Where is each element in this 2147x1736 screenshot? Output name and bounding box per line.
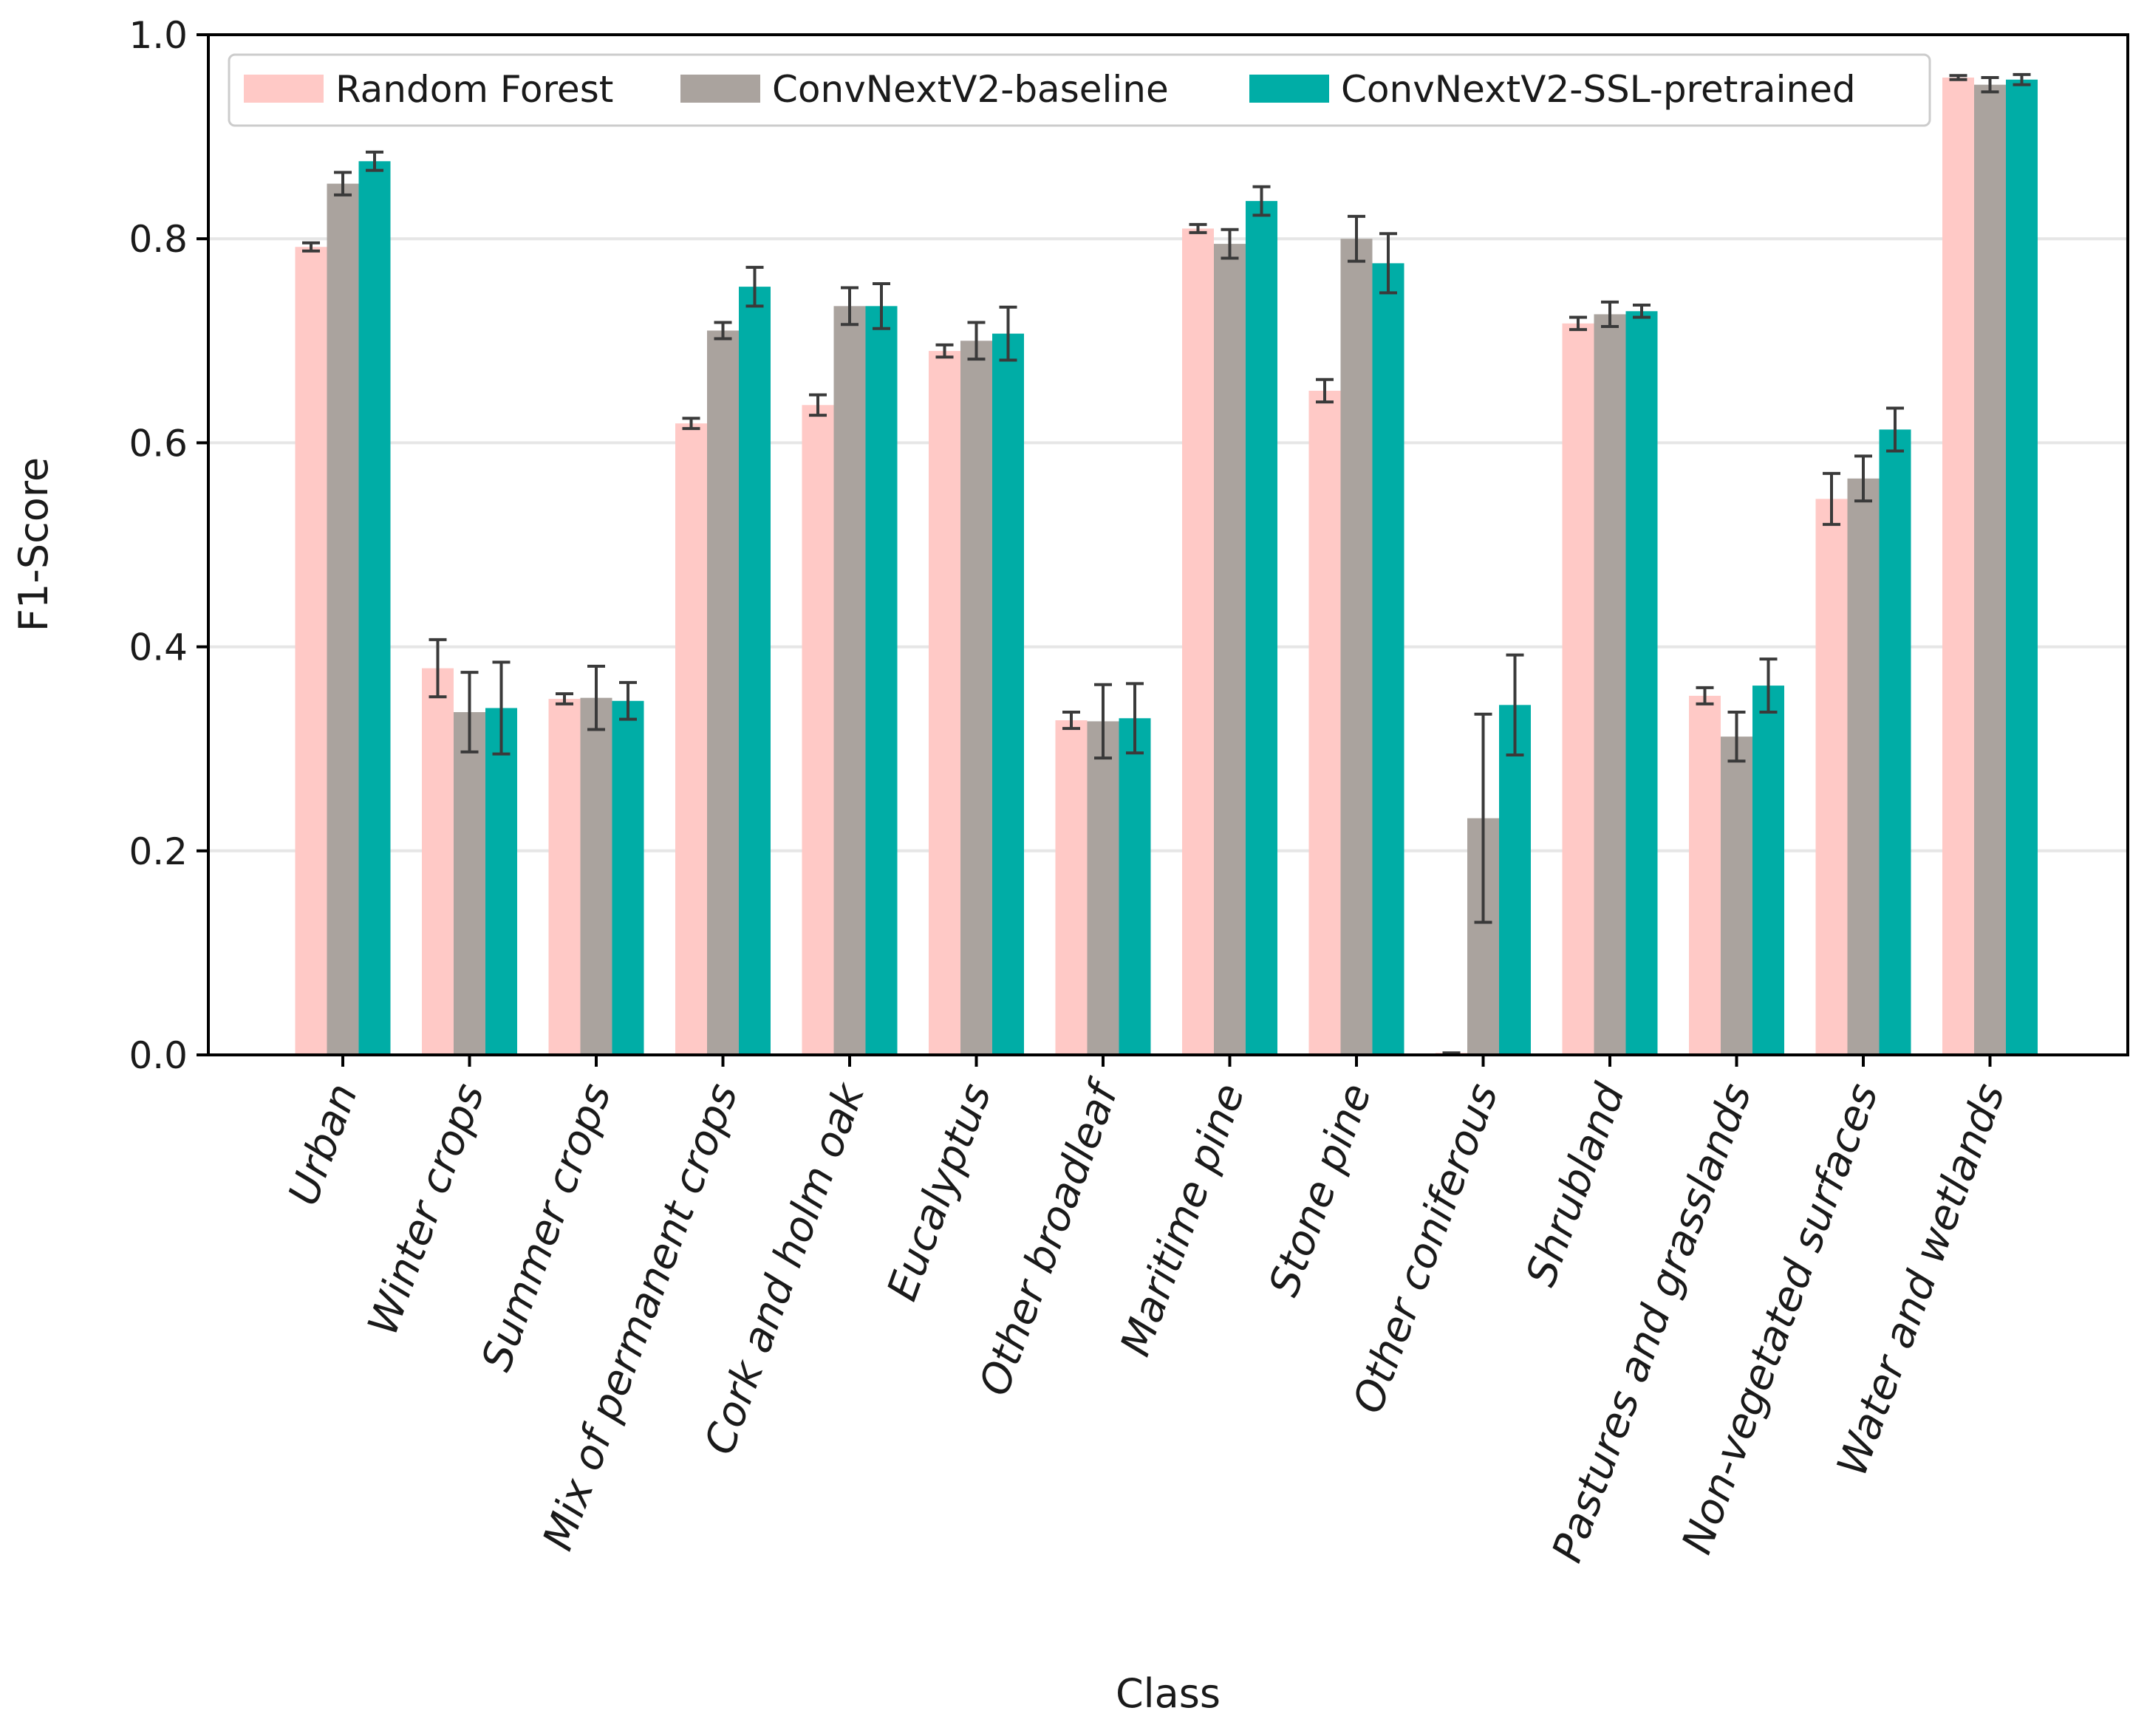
bar bbox=[327, 183, 359, 1056]
bar bbox=[707, 330, 739, 1055]
x-tick-label: Urban bbox=[279, 1078, 367, 1212]
bar bbox=[1308, 390, 1341, 1055]
legend-swatch bbox=[1249, 75, 1329, 103]
bar bbox=[1689, 695, 1721, 1055]
x-tick-label: Winter crops bbox=[359, 1078, 494, 1342]
legend-frame bbox=[228, 53, 1931, 127]
plot-area-frame bbox=[207, 33, 2129, 1056]
y-tick-label: 0.4 bbox=[129, 626, 188, 669]
legend-label: ConvNextV2-baseline bbox=[772, 68, 1169, 111]
x-tick-label: Other coniferous bbox=[1344, 1078, 1507, 1420]
bar bbox=[422, 668, 454, 1055]
y-axis-title: F1-Score bbox=[10, 457, 57, 632]
x-tick-label: Shrubland bbox=[1517, 1077, 1634, 1292]
bar bbox=[1594, 314, 1626, 1055]
bar bbox=[1721, 737, 1752, 1055]
bar bbox=[1340, 239, 1373, 1056]
x-tick-label: Summer crops bbox=[472, 1078, 621, 1378]
bar bbox=[612, 700, 644, 1055]
bar bbox=[580, 697, 612, 1055]
legend-swatch bbox=[244, 75, 324, 103]
error-bars bbox=[302, 72, 2031, 1055]
bar bbox=[1815, 499, 1848, 1055]
legend-swatch bbox=[680, 75, 760, 103]
x-tick-label: Other broadleaf bbox=[970, 1073, 1129, 1402]
bar bbox=[1087, 721, 1119, 1055]
bar bbox=[1182, 228, 1214, 1055]
bar bbox=[1974, 84, 2006, 1056]
bar bbox=[1372, 263, 1404, 1055]
bar bbox=[929, 351, 960, 1055]
x-tick-label: Stone pine bbox=[1260, 1078, 1381, 1303]
bar bbox=[1055, 720, 1088, 1055]
bar bbox=[358, 161, 391, 1055]
bars bbox=[295, 78, 2038, 1056]
bar bbox=[1942, 78, 1974, 1056]
bar bbox=[1246, 201, 1277, 1055]
bar bbox=[1499, 705, 1531, 1055]
y-tick-label: 0.2 bbox=[129, 830, 188, 873]
bar bbox=[1119, 718, 1151, 1055]
bar bbox=[802, 405, 834, 1055]
x-tick-label: Maritime pine bbox=[1111, 1078, 1254, 1363]
legend-label: ConvNextV2-SSL-pretrained bbox=[1341, 68, 1856, 111]
bar bbox=[865, 306, 898, 1055]
bar bbox=[992, 333, 1024, 1055]
bar bbox=[1562, 323, 1594, 1055]
y-tick-label: 0.6 bbox=[129, 422, 188, 465]
bar bbox=[295, 247, 327, 1055]
bar bbox=[1625, 311, 1658, 1056]
x-tick-label: Eucalyptus bbox=[878, 1078, 1001, 1308]
bar bbox=[1879, 429, 1911, 1055]
y-axis-ticks: 0.0 0.2 0.4 0.6 0.8 1.0 bbox=[129, 14, 208, 1077]
y-tick-label: 0.8 bbox=[129, 218, 188, 261]
x-axis-title: Class bbox=[1116, 1670, 1221, 1717]
legend-label: Random Forest bbox=[335, 68, 613, 111]
bar bbox=[454, 711, 485, 1055]
bar bbox=[675, 423, 707, 1055]
bar bbox=[2006, 79, 2038, 1055]
bar bbox=[833, 306, 866, 1055]
gridlines bbox=[208, 237, 2128, 852]
bar bbox=[1847, 478, 1880, 1055]
bar bbox=[739, 287, 771, 1056]
bar bbox=[485, 708, 517, 1055]
y-tick-label: 0.0 bbox=[129, 1034, 188, 1077]
bar bbox=[548, 699, 581, 1055]
bar bbox=[1752, 686, 1784, 1055]
legend: Random Forest ConvNextV2-baseline ConvNext… bbox=[228, 53, 1931, 127]
y-tick-label: 1.0 bbox=[129, 14, 188, 57]
bar bbox=[960, 341, 992, 1055]
bar bbox=[1214, 244, 1246, 1056]
